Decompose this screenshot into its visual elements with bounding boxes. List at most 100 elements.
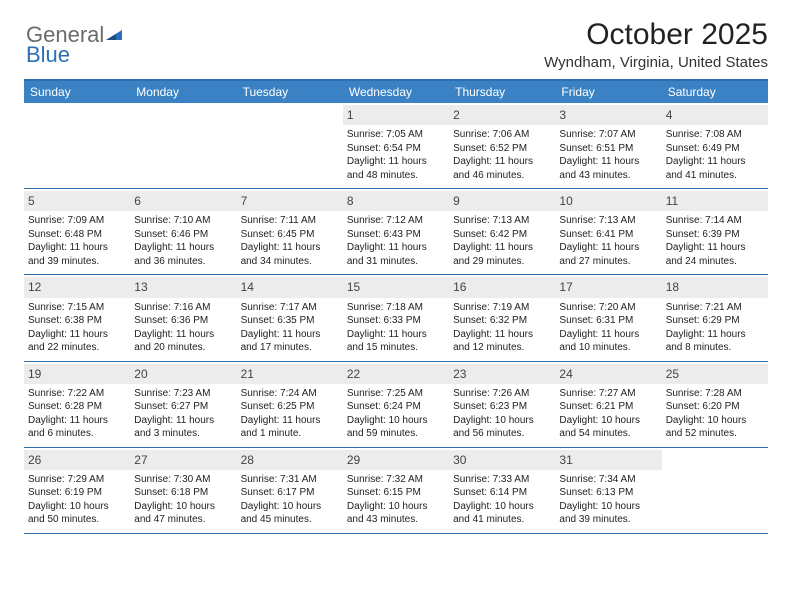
day-number: 5 xyxy=(24,191,130,211)
day-cell xyxy=(662,448,768,533)
day-number: 11 xyxy=(662,191,768,211)
day-number: 31 xyxy=(555,450,661,470)
day-number: 6 xyxy=(130,191,236,211)
day-cell: 23Sunrise: 7:26 AMSunset: 6:23 PMDayligh… xyxy=(449,362,555,447)
daylight-text: Daylight: 11 hours and 1 minute. xyxy=(241,414,339,441)
sunset-text: Sunset: 6:19 PM xyxy=(28,486,126,500)
daylight-text: Daylight: 10 hours and 56 minutes. xyxy=(453,414,551,441)
sunrise-text: Sunrise: 7:13 AM xyxy=(453,214,551,228)
sunrise-text: Sunrise: 7:29 AM xyxy=(28,473,126,487)
daylight-text: Daylight: 11 hours and 17 minutes. xyxy=(241,328,339,355)
sunset-text: Sunset: 6:25 PM xyxy=(241,400,339,414)
day-number: 8 xyxy=(343,191,449,211)
sunrise-text: Sunrise: 7:27 AM xyxy=(559,387,657,401)
sunset-text: Sunset: 6:46 PM xyxy=(134,228,232,242)
daylight-text: Daylight: 11 hours and 43 minutes. xyxy=(559,155,657,182)
day-cell: 6Sunrise: 7:10 AMSunset: 6:46 PMDaylight… xyxy=(130,189,236,274)
sunrise-text: Sunrise: 7:31 AM xyxy=(241,473,339,487)
logo-sail-icon xyxy=(104,26,124,47)
day-cell: 2Sunrise: 7:06 AMSunset: 6:52 PMDaylight… xyxy=(449,103,555,188)
sunrise-text: Sunrise: 7:28 AM xyxy=(666,387,764,401)
day-number: 16 xyxy=(449,277,555,297)
sunrise-text: Sunrise: 7:30 AM xyxy=(134,473,232,487)
sunrise-text: Sunrise: 7:19 AM xyxy=(453,301,551,315)
logo: General Blue xyxy=(24,18,124,68)
title-block: October 2025 Wyndham, Virginia, United S… xyxy=(544,18,768,71)
day-cell: 5Sunrise: 7:09 AMSunset: 6:48 PMDaylight… xyxy=(24,189,130,274)
sunset-text: Sunset: 6:32 PM xyxy=(453,314,551,328)
daylight-text: Daylight: 10 hours and 45 minutes. xyxy=(241,500,339,527)
day-cell xyxy=(237,103,343,188)
daylight-text: Daylight: 11 hours and 39 minutes. xyxy=(28,241,126,268)
sunset-text: Sunset: 6:31 PM xyxy=(559,314,657,328)
sunrise-text: Sunrise: 7:34 AM xyxy=(559,473,657,487)
day-cell: 27Sunrise: 7:30 AMSunset: 6:18 PMDayligh… xyxy=(130,448,236,533)
location: Wyndham, Virginia, United States xyxy=(544,54,768,71)
day-number: 29 xyxy=(343,450,449,470)
daylight-text: Daylight: 11 hours and 48 minutes. xyxy=(347,155,445,182)
sunrise-text: Sunrise: 7:05 AM xyxy=(347,128,445,142)
sunset-text: Sunset: 6:15 PM xyxy=(347,486,445,500)
day-header-wed: Wednesday xyxy=(343,81,449,103)
day-cell: 10Sunrise: 7:13 AMSunset: 6:41 PMDayligh… xyxy=(555,189,661,274)
sunrise-text: Sunrise: 7:11 AM xyxy=(241,214,339,228)
sunset-text: Sunset: 6:38 PM xyxy=(28,314,126,328)
day-cell: 14Sunrise: 7:17 AMSunset: 6:35 PMDayligh… xyxy=(237,275,343,360)
weeks-container: 1Sunrise: 7:05 AMSunset: 6:54 PMDaylight… xyxy=(24,103,768,534)
daylight-text: Daylight: 11 hours and 29 minutes. xyxy=(453,241,551,268)
day-header-sat: Saturday xyxy=(662,81,768,103)
daylight-text: Daylight: 11 hours and 15 minutes. xyxy=(347,328,445,355)
sunrise-text: Sunrise: 7:18 AM xyxy=(347,301,445,315)
day-cell: 22Sunrise: 7:25 AMSunset: 6:24 PMDayligh… xyxy=(343,362,449,447)
day-number: 28 xyxy=(237,450,343,470)
day-number: 15 xyxy=(343,277,449,297)
sunset-text: Sunset: 6:35 PM xyxy=(241,314,339,328)
daylight-text: Daylight: 10 hours and 39 minutes. xyxy=(559,500,657,527)
daylight-text: Daylight: 11 hours and 41 minutes. xyxy=(666,155,764,182)
day-number: 18 xyxy=(662,277,768,297)
week-row: 5Sunrise: 7:09 AMSunset: 6:48 PMDaylight… xyxy=(24,189,768,275)
day-number: 7 xyxy=(237,191,343,211)
day-number: 27 xyxy=(130,450,236,470)
day-cell: 3Sunrise: 7:07 AMSunset: 6:51 PMDaylight… xyxy=(555,103,661,188)
day-header-mon: Monday xyxy=(130,81,236,103)
daylight-text: Daylight: 11 hours and 3 minutes. xyxy=(134,414,232,441)
sunrise-text: Sunrise: 7:23 AM xyxy=(134,387,232,401)
day-cell: 9Sunrise: 7:13 AMSunset: 6:42 PMDaylight… xyxy=(449,189,555,274)
day-number: 30 xyxy=(449,450,555,470)
day-cell: 11Sunrise: 7:14 AMSunset: 6:39 PMDayligh… xyxy=(662,189,768,274)
day-cell: 31Sunrise: 7:34 AMSunset: 6:13 PMDayligh… xyxy=(555,448,661,533)
sunset-text: Sunset: 6:28 PM xyxy=(28,400,126,414)
day-number: 12 xyxy=(24,277,130,297)
day-cell: 16Sunrise: 7:19 AMSunset: 6:32 PMDayligh… xyxy=(449,275,555,360)
sunset-text: Sunset: 6:21 PM xyxy=(559,400,657,414)
daylight-text: Daylight: 11 hours and 20 minutes. xyxy=(134,328,232,355)
day-number: 10 xyxy=(555,191,661,211)
sunrise-text: Sunrise: 7:17 AM xyxy=(241,301,339,315)
sunrise-text: Sunrise: 7:26 AM xyxy=(453,387,551,401)
day-number: 1 xyxy=(343,105,449,125)
sunrise-text: Sunrise: 7:16 AM xyxy=(134,301,232,315)
daylight-text: Daylight: 11 hours and 24 minutes. xyxy=(666,241,764,268)
day-cell: 17Sunrise: 7:20 AMSunset: 6:31 PMDayligh… xyxy=(555,275,661,360)
day-number: 19 xyxy=(24,364,130,384)
sunset-text: Sunset: 6:42 PM xyxy=(453,228,551,242)
day-number: 4 xyxy=(662,105,768,125)
month-title: October 2025 xyxy=(544,18,768,52)
day-cell: 21Sunrise: 7:24 AMSunset: 6:25 PMDayligh… xyxy=(237,362,343,447)
sunset-text: Sunset: 6:29 PM xyxy=(666,314,764,328)
daylight-text: Daylight: 11 hours and 8 minutes. xyxy=(666,328,764,355)
sunset-text: Sunset: 6:33 PM xyxy=(347,314,445,328)
sunrise-text: Sunrise: 7:08 AM xyxy=(666,128,764,142)
sunset-text: Sunset: 6:14 PM xyxy=(453,486,551,500)
day-header-row: Sunday Monday Tuesday Wednesday Thursday… xyxy=(24,81,768,103)
day-cell: 8Sunrise: 7:12 AMSunset: 6:43 PMDaylight… xyxy=(343,189,449,274)
day-number: 26 xyxy=(24,450,130,470)
day-cell: 4Sunrise: 7:08 AMSunset: 6:49 PMDaylight… xyxy=(662,103,768,188)
day-number: 3 xyxy=(555,105,661,125)
day-number: 2 xyxy=(449,105,555,125)
week-row: 12Sunrise: 7:15 AMSunset: 6:38 PMDayligh… xyxy=(24,275,768,361)
day-number: 22 xyxy=(343,364,449,384)
week-row: 1Sunrise: 7:05 AMSunset: 6:54 PMDaylight… xyxy=(24,103,768,189)
daylight-text: Daylight: 10 hours and 52 minutes. xyxy=(666,414,764,441)
